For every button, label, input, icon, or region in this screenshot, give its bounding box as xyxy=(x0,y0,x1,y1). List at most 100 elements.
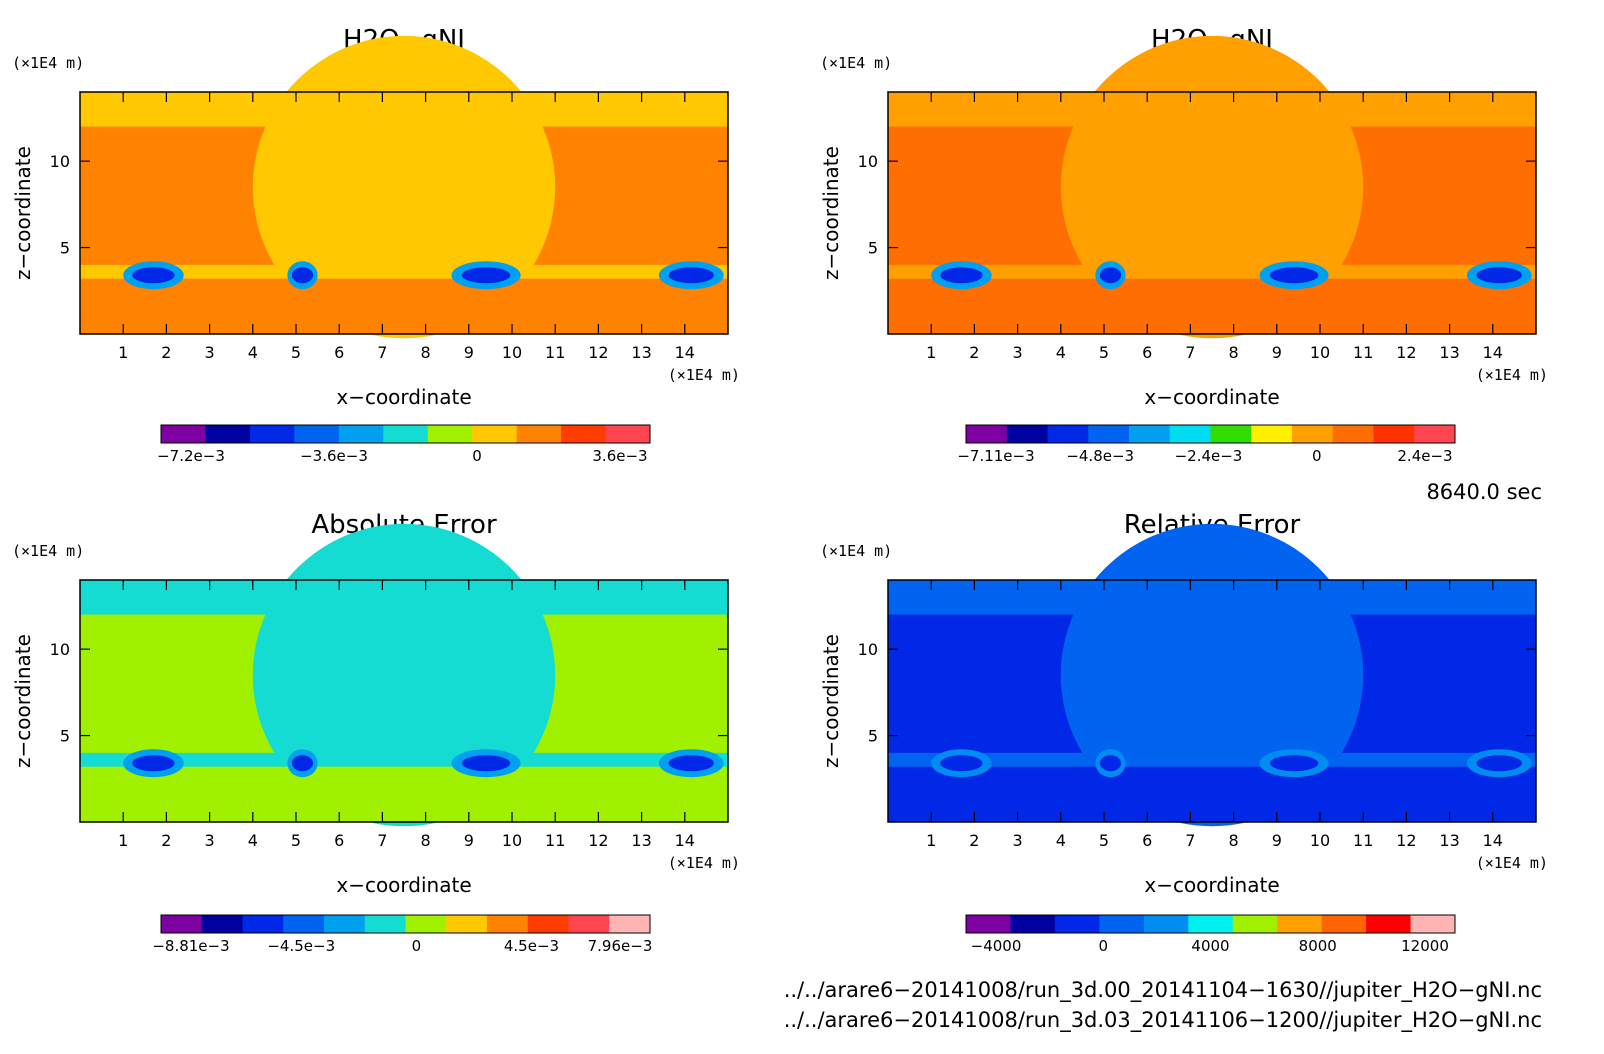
colorbar: −7.2e−3 −3.6e−3 0 3.6e−3 xyxy=(157,424,651,465)
colorbar-tick-label: −4.8e−3 xyxy=(1066,447,1134,465)
x-tick-label: 12 xyxy=(1396,343,1416,362)
colorbar-segment xyxy=(383,425,429,443)
time-label: 8640.0 sec xyxy=(1426,480,1542,504)
x-tick-label: 2 xyxy=(969,343,979,362)
x-tick-label: 10 xyxy=(1310,343,1330,362)
colorbar-tick-label: 0 xyxy=(1312,447,1322,465)
colorbar: −8.81e−3 −4.5e−3 0 4.5e−3 7.96e−3 xyxy=(152,914,652,955)
colorbar-segment xyxy=(1054,915,1100,933)
field-band-core xyxy=(1476,755,1522,772)
x-tick-label: 10 xyxy=(1310,831,1330,850)
x-tick-label: 7 xyxy=(1185,831,1195,850)
x-tick-label: 14 xyxy=(1483,831,1503,850)
x-tick-label: 2 xyxy=(161,343,171,362)
plot-frame xyxy=(79,91,729,335)
colorbar-segment xyxy=(609,915,651,933)
colorbar-segment xyxy=(427,425,473,443)
plot-frame xyxy=(887,579,1537,823)
x-tick-label: 14 xyxy=(1483,343,1503,362)
x-tick-label: 6 xyxy=(334,343,344,362)
colorbar-segment xyxy=(1332,425,1374,443)
x-tick-label: 11 xyxy=(1353,343,1373,362)
field-band-core xyxy=(132,755,175,772)
colorbar-tick-label: −3.6e−3 xyxy=(300,447,368,465)
x-tick-label: 6 xyxy=(1142,831,1152,850)
y-axis-label: z−coordinate xyxy=(819,146,843,280)
colorbar-segment xyxy=(516,425,562,443)
field-band-core xyxy=(1269,755,1319,772)
x-tick-label: 6 xyxy=(334,831,344,850)
colorbar-segment xyxy=(605,425,651,443)
x-tick-label: 9 xyxy=(1272,831,1282,850)
colorbar-tick-label: −8.81e−3 xyxy=(152,937,229,955)
colorbar-segment xyxy=(1188,915,1234,933)
colorbar-segment xyxy=(161,915,203,933)
field-band-core xyxy=(1476,267,1522,284)
colorbar-segment xyxy=(561,425,607,443)
x-tick-label: 11 xyxy=(545,831,565,850)
colorbar-segment xyxy=(446,915,488,933)
colorbar-frame xyxy=(965,914,1456,934)
x-tick-label: 9 xyxy=(464,831,474,850)
x-axis-label: x−coordinate xyxy=(1144,873,1279,897)
x-tick-label: 12 xyxy=(588,343,608,362)
y-tick-label: 5 xyxy=(60,239,70,258)
x-tick-label: 9 xyxy=(464,343,474,362)
x-tick-label: 6 xyxy=(1142,343,1152,362)
y-axis-label: z−coordinate xyxy=(11,146,35,280)
plot-frame xyxy=(79,579,729,823)
colorbar-segment xyxy=(283,915,325,933)
colorbar-segment xyxy=(338,425,384,443)
colorbar-segment xyxy=(1006,425,1048,443)
colorbar-segment xyxy=(1010,915,1056,933)
field-band-core xyxy=(132,267,175,284)
colorbar-segment xyxy=(1251,425,1293,443)
y-tick-label: 5 xyxy=(60,727,70,746)
x-tick-label: 5 xyxy=(1099,343,1109,362)
panel-h2o-gni-2: H2O−gNI(×1E4 m)1234567891011121314510(×1… xyxy=(819,25,1548,465)
colorbar-segment xyxy=(1366,915,1412,933)
plot-area xyxy=(80,35,728,339)
field-lower-region xyxy=(80,766,728,822)
x-tick-label: 14 xyxy=(675,831,695,850)
field-band-core xyxy=(940,755,983,772)
y-unit-label: (×1E4 m) xyxy=(820,542,892,560)
x-tick-label: 4 xyxy=(248,343,258,362)
colorbar-tick-label: 3.6e−3 xyxy=(592,447,647,465)
colorbar-segment xyxy=(161,425,206,443)
x-tick-label: 12 xyxy=(588,831,608,850)
colorbar-segment xyxy=(568,915,610,933)
x-tick-label: 13 xyxy=(1439,343,1459,362)
x-tick-label: 8 xyxy=(1229,343,1239,362)
x-unit-label: (×1E4 m) xyxy=(1476,854,1548,872)
plot-area xyxy=(888,523,1536,827)
file-path-1: ../../arare6−20141008/run_3d.00_20141104… xyxy=(784,978,1542,1003)
colorbar-segment xyxy=(1414,425,1456,443)
x-tick-label: 4 xyxy=(1056,343,1066,362)
x-tick-label: 10 xyxy=(502,343,522,362)
y-unit-label: (×1E4 m) xyxy=(820,54,892,72)
colorbar-segment xyxy=(1410,915,1456,933)
colorbar-segment xyxy=(1169,425,1211,443)
colorbar-segment xyxy=(205,425,251,443)
field-lower-region xyxy=(80,278,728,334)
x-tick-label: 8 xyxy=(1229,831,1239,850)
colorbar-frame xyxy=(160,424,651,444)
colorbar-segment xyxy=(1292,425,1334,443)
x-tick-label: 3 xyxy=(1013,831,1023,850)
x-tick-label: 1 xyxy=(926,831,936,850)
x-tick-label: 8 xyxy=(421,343,431,362)
x-tick-label: 7 xyxy=(377,343,387,362)
x-tick-label: 3 xyxy=(205,831,215,850)
panel-relative-error: Relative Error(×1E4 m)123456789101112131… xyxy=(819,510,1548,955)
plot-area xyxy=(888,35,1536,339)
colorbar-segment xyxy=(1129,425,1171,443)
colorbar-segment xyxy=(1232,915,1278,933)
field-band-core xyxy=(668,755,714,772)
colorbar-segment xyxy=(294,425,340,443)
x-tick-label: 13 xyxy=(1439,831,1459,850)
colorbar-segment xyxy=(966,425,1008,443)
x-tick-label: 7 xyxy=(1185,343,1195,362)
plot-area xyxy=(80,523,728,827)
